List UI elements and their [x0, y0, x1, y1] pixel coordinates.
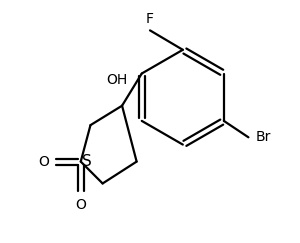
Text: F: F [146, 11, 154, 26]
Text: S: S [82, 154, 92, 169]
Text: Br: Br [256, 130, 271, 144]
Text: OH: OH [106, 73, 128, 87]
Text: O: O [75, 198, 86, 212]
Text: O: O [38, 155, 49, 169]
